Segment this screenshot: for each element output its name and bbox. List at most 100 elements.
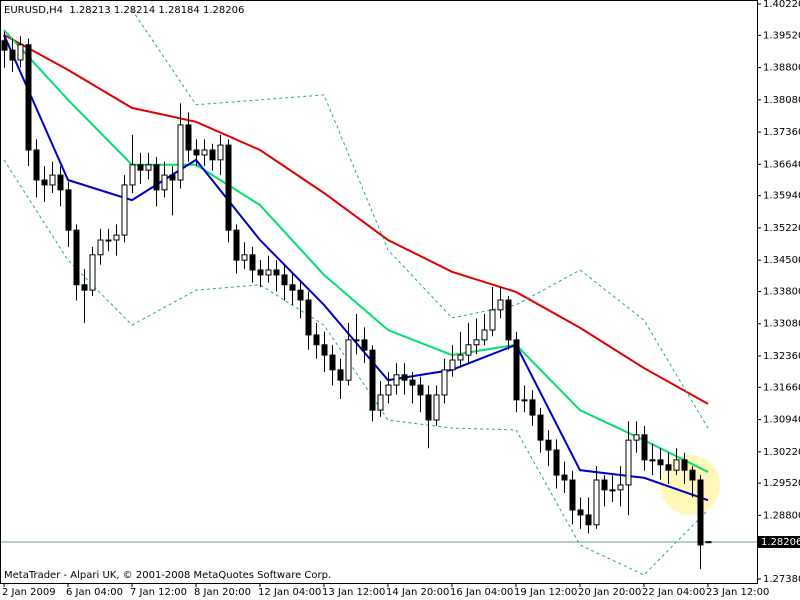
- candle-body: [209, 149, 216, 161]
- y-tick-label: 1.38080: [763, 95, 800, 106]
- candle-body: [625, 439, 632, 486]
- candle-body: [249, 254, 256, 271]
- candle-body: [401, 374, 408, 381]
- candle-body: [577, 509, 584, 516]
- candle-body: [521, 399, 528, 402]
- candle-body: [609, 489, 616, 492]
- y-tick-label: 1.27380: [763, 574, 800, 585]
- candle-body: [545, 439, 552, 451]
- candle-body: [297, 289, 304, 301]
- candle-body: [361, 339, 368, 351]
- candle-body: [433, 394, 440, 421]
- candle-body: [241, 254, 248, 261]
- x-tick-label: 7 Jan 12:00: [130, 587, 187, 598]
- candle-body: [1, 40, 8, 51]
- candle-body: [81, 284, 88, 291]
- x-tick-label: 12 Jan 04:00: [258, 587, 321, 598]
- indicator-line: [3, 34, 709, 405]
- candle-body: [161, 174, 168, 191]
- candle-body: [329, 354, 336, 371]
- x-tick-label: 20 Jan 20:00: [578, 587, 641, 598]
- candle-body: [345, 339, 352, 381]
- x-tick-label: 23 Jan 12:00: [706, 587, 769, 598]
- x-tick-label: 14 Jan 20:00: [386, 587, 449, 598]
- candle-body: [657, 459, 664, 466]
- candle-body: [313, 334, 320, 346]
- candle-body: [585, 514, 592, 526]
- candle-body: [505, 299, 512, 341]
- candle-body: [697, 479, 704, 546]
- candle-body: [337, 369, 344, 381]
- candle-body: [705, 541, 712, 544]
- candle-body: [9, 49, 16, 61]
- candle-body: [673, 459, 680, 471]
- current-price-label: 1.28206: [761, 537, 800, 548]
- candle-body: [601, 479, 608, 491]
- y-tick-label: 1.32360: [763, 351, 800, 362]
- y-tick-label: 1.38800: [763, 63, 800, 74]
- candle-body: [193, 149, 200, 156]
- candle-body: [17, 44, 24, 61]
- x-tick-label: 8 Jan 20:00: [194, 587, 251, 598]
- x-tick-label: 16 Jan 04:00: [450, 587, 513, 598]
- candle-body: [449, 359, 456, 371]
- candle-body: [513, 339, 520, 401]
- y-tick-label: 1.30940: [763, 415, 800, 426]
- candle-body: [457, 354, 464, 361]
- candle-body: [417, 384, 424, 396]
- y-tick-label: 1.35220: [763, 223, 800, 234]
- candle-body: [385, 384, 392, 396]
- candle-body: [377, 394, 384, 411]
- y-tick-label: 1.30220: [763, 447, 800, 458]
- y-tick-label: 1.37360: [763, 127, 800, 138]
- candle-body: [233, 229, 240, 261]
- y-tick-label: 1.33080: [763, 319, 800, 330]
- candle-body: [121, 184, 128, 236]
- x-tick-label: 6 Jan 04:00: [66, 587, 123, 598]
- candle-body: [569, 479, 576, 511]
- y-tick-label: 1.35940: [763, 191, 800, 202]
- candle-body: [353, 339, 360, 342]
- candle-body: [25, 44, 32, 151]
- candle-body: [649, 459, 656, 462]
- candle-body: [481, 329, 488, 341]
- y-tick-label: 1.39520: [763, 30, 800, 41]
- candle-body: [57, 174, 64, 191]
- candle-body: [689, 469, 696, 481]
- x-tick-label: 13 Jan 12:00: [322, 587, 385, 598]
- candle-body: [425, 394, 432, 421]
- chart-title: EURUSD,H4 1.28213 1.28214 1.28184 1.2820…: [4, 5, 244, 16]
- candle-body: [265, 269, 272, 276]
- candle-body: [65, 189, 72, 231]
- candle-body: [497, 299, 504, 311]
- candle-body: [537, 414, 544, 441]
- candle-body: [97, 239, 104, 256]
- candle-body: [217, 144, 224, 161]
- candle-body: [465, 344, 472, 356]
- candle-body: [225, 144, 232, 231]
- y-tick-label: 1.29520: [763, 478, 800, 489]
- footer: MetaTrader - Alpari UK, © 2001-2008 Meta…: [4, 570, 331, 581]
- candle-body: [489, 309, 496, 331]
- x-tick-label: 2 Jan 2009: [2, 587, 56, 598]
- y-tick-label: 1.31660: [763, 382, 800, 393]
- candle-body: [169, 174, 176, 181]
- candle-body: [41, 179, 48, 186]
- candle-body: [321, 344, 328, 356]
- candle-body: [153, 164, 160, 191]
- candle-body: [281, 274, 288, 286]
- candle-body: [49, 174, 56, 186]
- candle-body: [73, 229, 80, 286]
- y-tick-label: 1.33800: [763, 287, 800, 298]
- plot-area: [0, 9, 757, 576]
- candle-body: [641, 434, 648, 461]
- candle-body: [129, 164, 136, 186]
- y-tick-label: 1.34500: [763, 255, 800, 266]
- candle-body: [257, 269, 264, 276]
- candle-body: [369, 349, 376, 411]
- candle-body: [681, 459, 688, 471]
- candle-body: [113, 234, 120, 241]
- indicator-line: [3, 159, 709, 576]
